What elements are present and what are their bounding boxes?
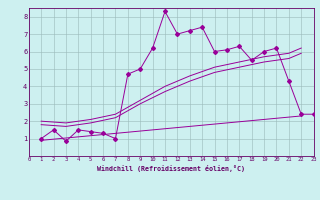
X-axis label: Windchill (Refroidissement éolien,°C): Windchill (Refroidissement éolien,°C) (97, 165, 245, 172)
